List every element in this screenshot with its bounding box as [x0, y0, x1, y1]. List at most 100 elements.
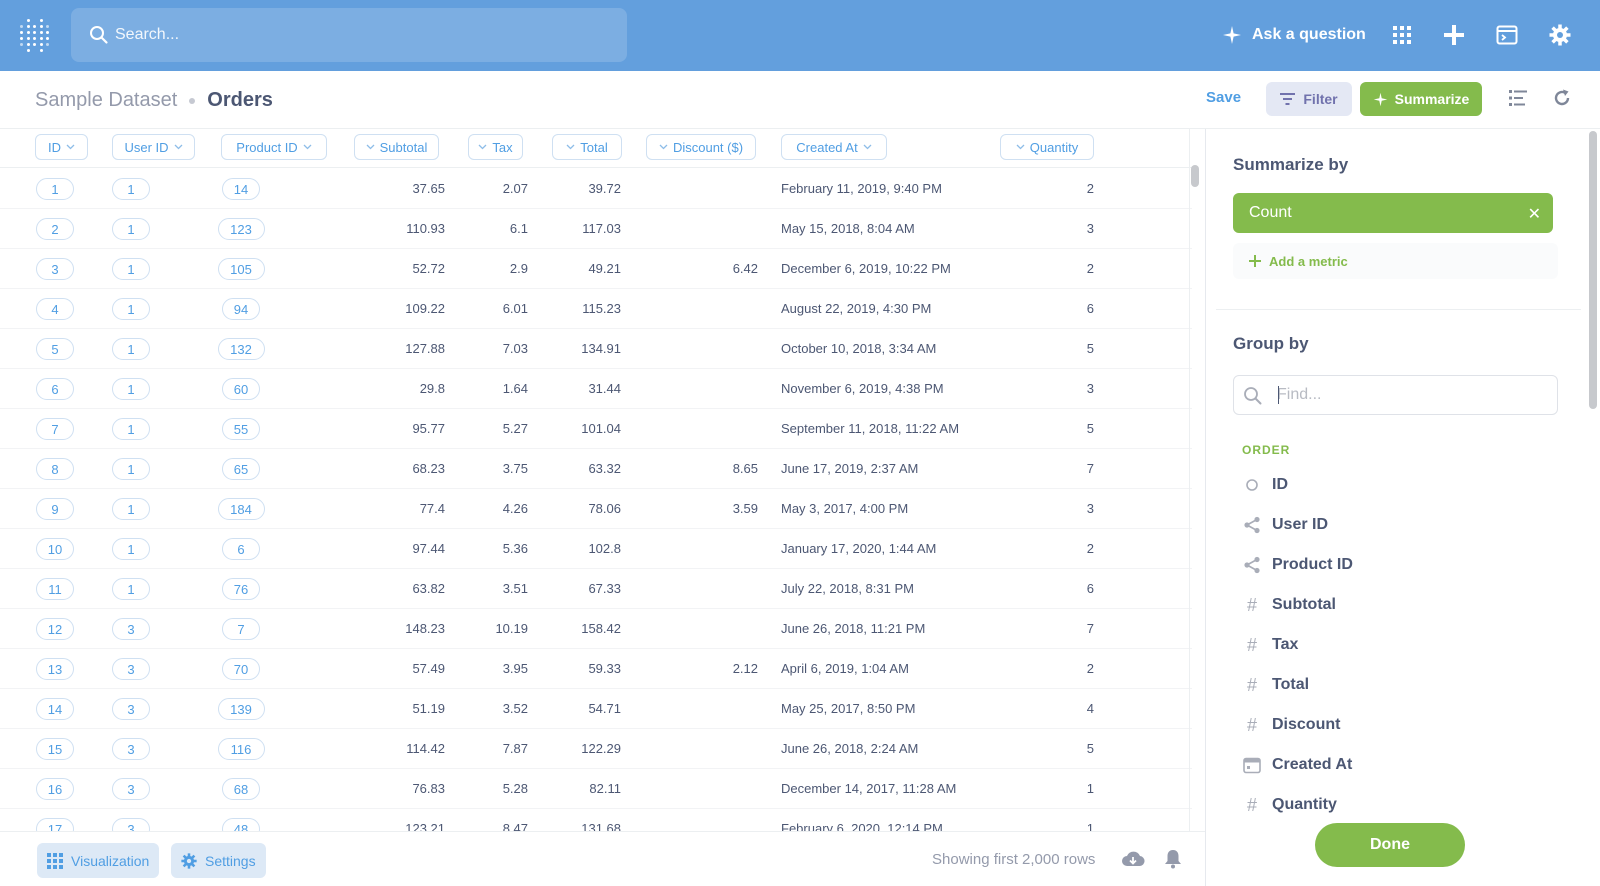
- product-id-link[interactable]: 123: [217, 218, 265, 240]
- settings-button[interactable]: Settings: [171, 843, 266, 878]
- table-row[interactable]: 9 1 184 77.4 4.26 78.06 3.59 3 May 3, 2017, 4:00…: [0, 489, 1192, 529]
- product-id-link[interactable]: 68: [222, 778, 260, 800]
- metabase-logo-icon[interactable]: [20, 19, 50, 52]
- group-by-column-tax[interactable]: # Tax: [1242, 625, 1542, 665]
- product-id-link[interactable]: 105: [217, 258, 265, 280]
- user-id-link[interactable]: 1: [112, 498, 150, 520]
- id-link[interactable]: 3: [36, 258, 74, 280]
- id-link[interactable]: 7: [36, 418, 74, 440]
- sidebar-scrollbar[interactable]: [1589, 131, 1597, 409]
- table-row[interactable]: 14 3 139 51.19 3.52 54.71 4 May 25, 2017, 8:50 …: [0, 689, 1192, 729]
- user-id-link[interactable]: 1: [112, 378, 150, 400]
- table-row[interactable]: 7 1 55 95.77 5.27 101.04 5 September 11, 2018, …: [0, 409, 1192, 449]
- table-row[interactable]: 11 1 76 63.82 3.51 67.33 6 July 22, 2018, 8:31 …: [0, 569, 1192, 609]
- user-id-link[interactable]: 1: [112, 178, 150, 200]
- user-id-link[interactable]: 1: [112, 578, 150, 600]
- user-id-link[interactable]: 1: [112, 538, 150, 560]
- column-header-product-id[interactable]: Product ID: [221, 134, 327, 160]
- group-by-column-quantity[interactable]: # Quantity: [1242, 785, 1542, 825]
- gear-icon[interactable]: [1547, 22, 1573, 48]
- table-row[interactable]: 17 3 48 123.21 8.47 131.68 1 February 6, 2020, …: [0, 809, 1192, 831]
- user-id-link[interactable]: 3: [112, 778, 150, 800]
- product-id-link[interactable]: 116: [217, 738, 265, 760]
- save-button[interactable]: Save: [1206, 89, 1242, 106]
- id-link[interactable]: 14: [36, 698, 74, 720]
- group-by-column-created-at[interactable]: Created At: [1242, 745, 1542, 785]
- product-id-link[interactable]: 7: [222, 618, 260, 640]
- column-header-created-at[interactable]: Created At: [781, 134, 887, 160]
- search-bar[interactable]: [71, 8, 627, 62]
- user-id-link[interactable]: 3: [112, 818, 150, 831]
- id-link[interactable]: 10: [36, 538, 74, 560]
- product-id-link[interactable]: 94: [222, 298, 260, 320]
- id-link[interactable]: 13: [36, 658, 74, 680]
- table-scrollbar[interactable]: [1191, 165, 1199, 187]
- close-icon[interactable]: ✕: [1527, 206, 1541, 223]
- id-link[interactable]: 5: [36, 338, 74, 360]
- grid-icon[interactable]: [1389, 22, 1415, 48]
- id-link[interactable]: 6: [36, 378, 74, 400]
- user-id-link[interactable]: 3: [112, 698, 150, 720]
- product-id-link[interactable]: 55: [222, 418, 260, 440]
- ask-question-button[interactable]: Ask a question: [1222, 22, 1366, 48]
- user-id-link[interactable]: 3: [112, 618, 150, 640]
- product-id-link[interactable]: 65: [222, 458, 260, 480]
- plus-icon[interactable]: [1441, 22, 1467, 48]
- id-link[interactable]: 11: [36, 578, 74, 600]
- id-link[interactable]: 17: [36, 818, 74, 831]
- product-id-link[interactable]: 70: [222, 658, 260, 680]
- user-id-link[interactable]: 1: [112, 458, 150, 480]
- group-by-column-user-id[interactable]: User ID: [1242, 505, 1542, 545]
- table-row[interactable]: 15 3 116 114.42 7.87 122.29 5 June 26, 2018, 2:…: [0, 729, 1192, 769]
- group-by-column-product-id[interactable]: Product ID: [1242, 545, 1542, 585]
- id-link[interactable]: 8: [36, 458, 74, 480]
- user-id-link[interactable]: 1: [112, 258, 150, 280]
- table-row[interactable]: 10 1 6 97.44 5.36 102.8 2 January 17, 2020, 1:4…: [0, 529, 1192, 569]
- product-id-link[interactable]: 14: [222, 178, 260, 200]
- table-row[interactable]: 13 3 70 57.49 3.95 59.33 2.12 2 April 6, 2019, 1…: [0, 649, 1192, 689]
- id-link[interactable]: 4: [36, 298, 74, 320]
- add-metric-button[interactable]: Add a metric: [1233, 243, 1558, 279]
- product-id-link[interactable]: 76: [222, 578, 260, 600]
- table-row[interactable]: 5 1 132 127.88 7.03 134.91 5 October 10, 2018, …: [0, 329, 1192, 369]
- download-icon[interactable]: [1121, 848, 1145, 870]
- new-window-icon[interactable]: [1494, 22, 1520, 48]
- product-id-link[interactable]: 184: [217, 498, 265, 520]
- table-row[interactable]: 12 3 7 148.23 10.19 158.42 7 June 26, 2018, 11:…: [0, 609, 1192, 649]
- refresh-icon[interactable]: [1551, 87, 1573, 109]
- column-header-subtotal[interactable]: Subtotal: [354, 134, 439, 160]
- group-by-column-discount[interactable]: # Discount: [1242, 705, 1542, 745]
- user-id-link[interactable]: 1: [112, 298, 150, 320]
- product-id-link[interactable]: 60: [222, 378, 260, 400]
- user-id-link[interactable]: 1: [112, 218, 150, 240]
- group-by-column-total[interactable]: # Total: [1242, 665, 1542, 705]
- search-input[interactable]: [115, 8, 595, 62]
- user-id-link[interactable]: 3: [112, 738, 150, 760]
- column-header-total[interactable]: Total: [552, 134, 622, 160]
- table-row[interactable]: 2 1 123 110.93 6.1 117.03 3 May 15, 2018, 8:04 …: [0, 209, 1192, 249]
- product-id-link[interactable]: 139: [217, 698, 265, 720]
- notebook-view-icon[interactable]: [1507, 87, 1529, 109]
- table-row[interactable]: 1 1 14 37.65 2.07 39.72 2 February 11, 2019, 9:…: [0, 169, 1192, 209]
- table-row[interactable]: 8 1 65 68.23 3.75 63.32 8.65 7 June 17, 2019, 2:…: [0, 449, 1192, 489]
- id-link[interactable]: 15: [36, 738, 74, 760]
- metric-count[interactable]: Count ✕: [1233, 193, 1553, 233]
- id-link[interactable]: 9: [36, 498, 74, 520]
- summarize-button[interactable]: Summarize: [1360, 82, 1482, 116]
- done-button[interactable]: Done: [1315, 823, 1465, 867]
- filter-button[interactable]: Filter: [1266, 82, 1352, 116]
- group-by-column-id[interactable]: ID: [1242, 465, 1542, 505]
- find-input[interactable]: [1277, 376, 1537, 414]
- column-header-id[interactable]: ID: [35, 134, 88, 160]
- table-row[interactable]: 4 1 94 109.22 6.01 115.23 6 August 22, 2019, 4:…: [0, 289, 1192, 329]
- product-id-link[interactable]: 48: [222, 818, 260, 831]
- id-link[interactable]: 1: [36, 178, 74, 200]
- user-id-link[interactable]: 3: [112, 658, 150, 680]
- table-row[interactable]: 6 1 60 29.8 1.64 31.44 3 November 6, 2019, 4:38…: [0, 369, 1192, 409]
- id-link[interactable]: 16: [36, 778, 74, 800]
- column-header-quantity[interactable]: Quantity: [1000, 134, 1094, 160]
- product-id-link[interactable]: 132: [217, 338, 265, 360]
- column-header-discount[interactable]: Discount ($): [646, 134, 756, 160]
- breadcrumb-database[interactable]: Sample Dataset: [35, 89, 178, 111]
- id-link[interactable]: 2: [36, 218, 74, 240]
